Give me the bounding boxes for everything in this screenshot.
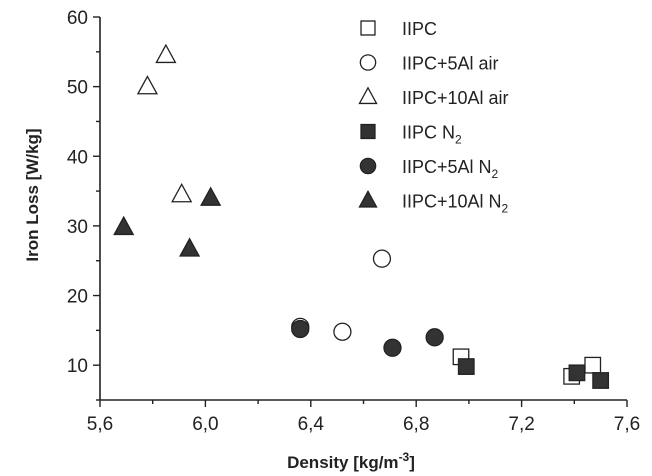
legend-marker [358, 189, 378, 208]
legend-label-subscript: 2 [492, 167, 499, 181]
legend-marker [360, 123, 376, 140]
x-tick-label: 5,6 [87, 414, 113, 435]
legend-label-text: IIPC N [402, 123, 455, 143]
legend-label-text: IIPC [402, 19, 437, 39]
point-open-triangle [171, 183, 193, 203]
y-tick-label: 20 [67, 287, 88, 308]
y-tick-label: 50 [67, 78, 88, 99]
point-filled-square [457, 358, 475, 375]
legend-label: IIPC+10Al air [402, 88, 509, 108]
point-open-triangle [155, 43, 177, 64]
legend-label-subscript: 2 [502, 202, 509, 216]
x-axis-title-end: ] [409, 453, 415, 472]
legend-label-text: IIPC+5Al N [402, 157, 492, 177]
axes [99, 17, 627, 401]
point-open-triangle [136, 75, 159, 95]
legend-label: IIPC N2 [402, 123, 462, 147]
x-axis-title: Density [kg/m-3] [287, 450, 415, 472]
point-open-circle [333, 322, 352, 341]
x-tick-label: 6,8 [403, 414, 429, 435]
y-axis-title: Iron Loss [W/kg] [23, 128, 42, 261]
point-filled-triangle [178, 237, 201, 257]
legend-label-text: IIPC+5Al air [402, 54, 499, 74]
x-axis-title-superscript: -3 [399, 450, 410, 464]
point-filled-triangle [200, 186, 222, 206]
x-tick-label: 6,4 [298, 414, 325, 435]
legend-marker [359, 157, 377, 175]
y-axis-ticks: 10 20 30 40 50 60 [67, 8, 100, 401]
point-filled-circle [425, 328, 444, 347]
x-tick-label: 6,0 [192, 414, 218, 435]
point-open-circle [372, 249, 392, 268]
data-points [113, 43, 610, 389]
point-open-square [584, 356, 602, 374]
legend-label-subscript: 2 [455, 133, 462, 147]
y-tick-label: 40 [67, 147, 88, 168]
legend-label: IIPC [402, 19, 437, 39]
point-filled-triangle [113, 215, 135, 236]
legend-marker [359, 54, 377, 71]
y-tick-label: 60 [67, 8, 88, 29]
x-axis-ticks: 5,6 6,0 6,4 6,8 7,2 7,6 [87, 400, 640, 435]
point-filled-square [592, 372, 610, 389]
legend-label-text: IIPC+10Al N [402, 192, 502, 212]
point-filled-circle [383, 338, 402, 357]
legend-label: IIPC+5Al N2 [402, 157, 499, 181]
x-tick-label: 7,6 [614, 414, 640, 435]
x-axis-title-text: Density [kg/m [287, 453, 398, 472]
x-tick-label: 7,2 [508, 414, 534, 435]
point-filled-circle [291, 319, 310, 339]
legend-label: IIPC+10Al N2 [402, 192, 509, 216]
legend-marker [358, 86, 378, 105]
y-tick-label: 30 [67, 217, 88, 238]
legend-marker [360, 20, 376, 36]
point-filled-square [568, 364, 586, 382]
legend-label-text: IIPC+10Al air [402, 88, 509, 108]
legend-label: IIPC+5Al air [402, 54, 499, 74]
y-tick-label: 10 [67, 356, 88, 377]
